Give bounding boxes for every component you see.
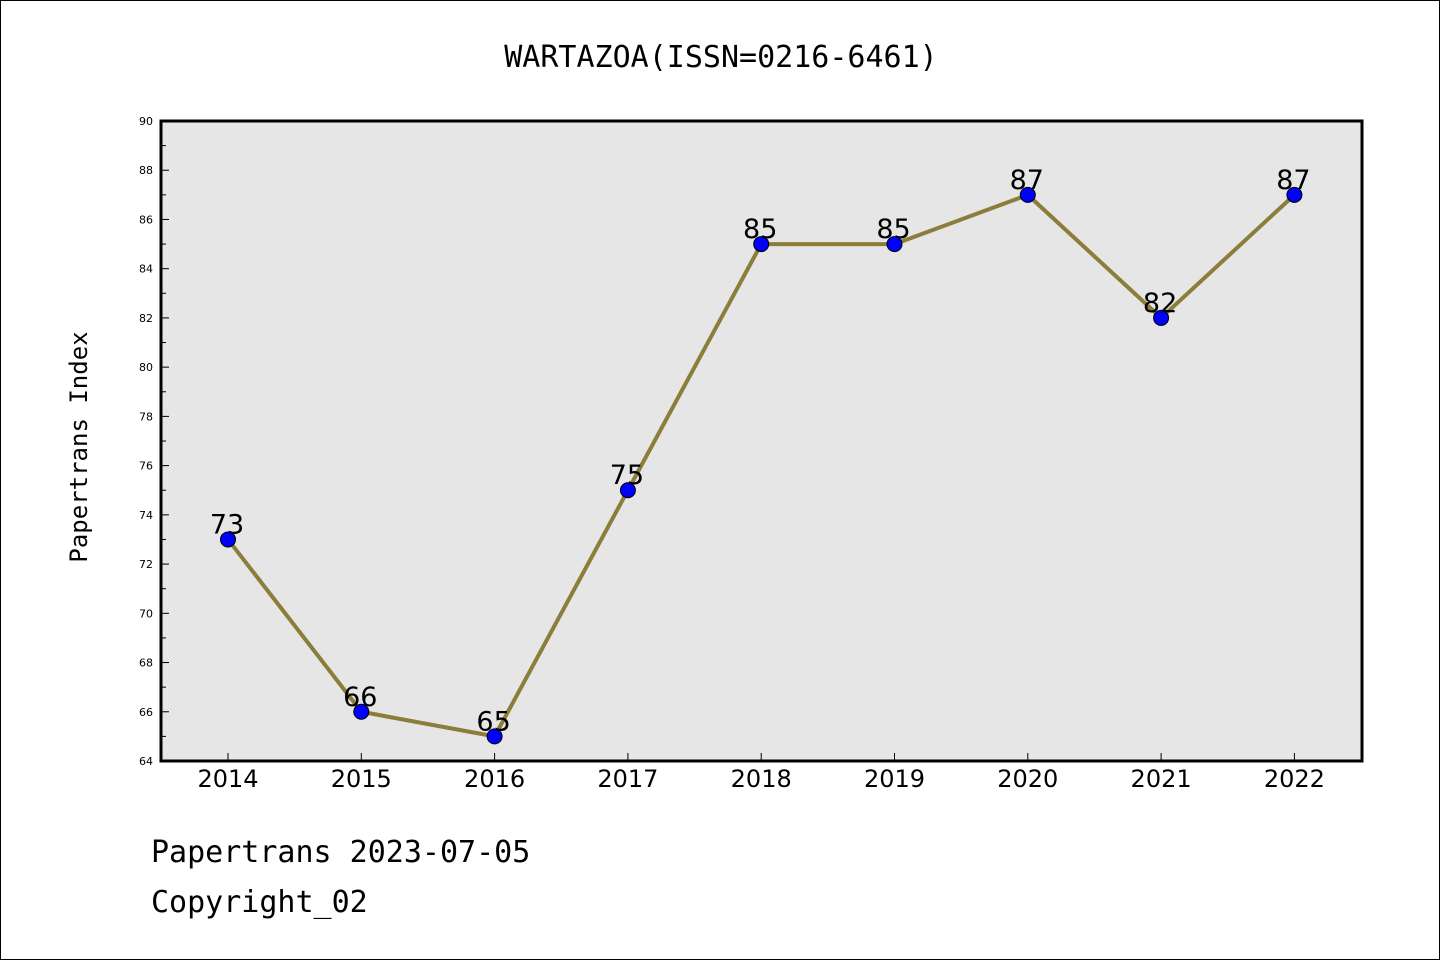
data-label: 73 [210,509,244,540]
y-tick-label: 78 [139,410,153,423]
x-tick-label: 2016 [464,765,525,793]
footer-date: Papertrans 2023-07-05 [151,835,531,870]
y-tick-label: 90 [139,115,153,128]
x-tick-label: 2022 [1264,765,1325,793]
data-point [753,236,770,253]
axes-layer: 64 66 68 70 72 74 76 78 80 82 84 86 88 90 2014 2015 2016… [139,115,1325,793]
y-tick-label: 66 [139,706,153,719]
data-point [486,728,503,745]
y-tick-label: 76 [139,460,153,473]
footer-copyright: Copyright_02 [151,885,368,920]
data-label: 66 [343,682,377,713]
data-point [1153,309,1170,326]
y-tick-label: 72 [139,558,153,571]
y-tick-label: 80 [139,361,153,374]
x-tick-label: 2015 [331,765,392,793]
y-tick-label: 74 [139,509,153,522]
data-label: 87 [1276,165,1310,196]
data-label: 85 [876,214,910,245]
data-point [220,531,236,548]
data-point [353,703,370,720]
x-tick-label: 2018 [731,765,792,793]
data-label: 87 [1010,165,1044,196]
data-point [1019,186,1036,203]
data-point [619,482,636,499]
y-tick-label: 82 [139,312,153,325]
x-tick-label: 2017 [597,765,658,793]
data-point [886,236,903,253]
data-label: 82 [1143,288,1177,319]
data-label: 75 [610,460,644,491]
y-tick-label: 64 [139,755,153,768]
chart-title: WARTAZOA(ISSN=0216-6461) [504,40,937,75]
series-layer: 73 66 65 75 85 85 87 82 87 [210,165,1311,745]
data-label: 65 [476,706,510,737]
y-tick-label: 88 [139,164,153,177]
x-tick-label: 2020 [997,765,1058,793]
y-tick-label: 68 [139,657,153,670]
x-tick-label: 2019 [864,765,925,793]
plot-area [159,119,1364,763]
data-point [1286,186,1303,203]
y-tick-label: 86 [139,213,153,226]
x-tick-label: 2014 [197,765,258,793]
y-tick-label: 84 [139,263,153,276]
y-axis-label: Papertrans Index [65,331,93,562]
x-tick-label: 2021 [1131,765,1192,793]
y-tick-label: 70 [139,607,153,620]
data-label: 85 [743,214,777,245]
